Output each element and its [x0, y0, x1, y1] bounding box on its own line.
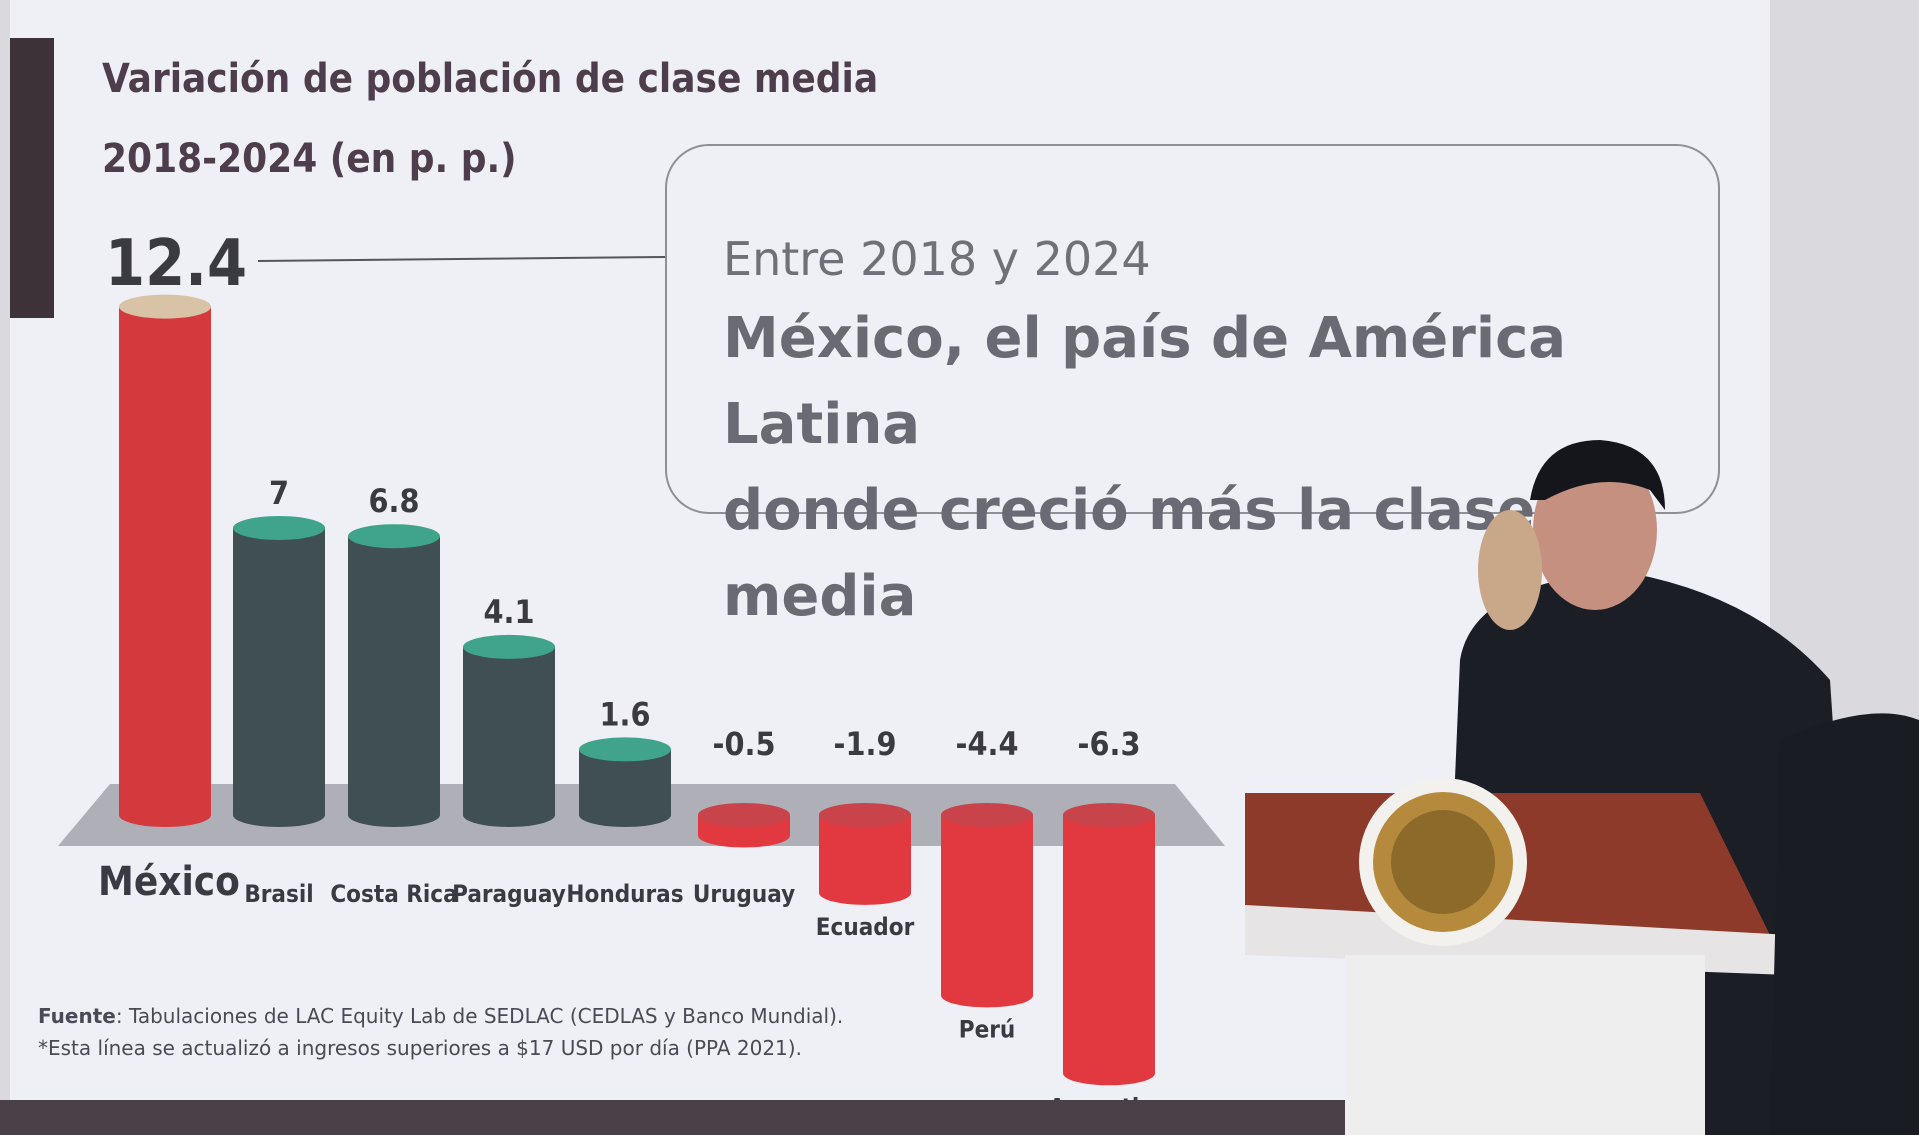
bar-top-cap [119, 294, 211, 319]
callout-line-2: donde creció más la clase media [723, 478, 1536, 629]
category-label: Costa Rica [330, 880, 457, 908]
category-label: Honduras [566, 880, 683, 908]
source-label: Fuente [38, 1004, 116, 1028]
category-label: Uruguay [693, 880, 795, 908]
bar-bottom-cap [579, 803, 671, 827]
leader-line [257, 256, 666, 262]
bar-top-cap [698, 803, 790, 827]
bar-argentina [1063, 815, 1155, 1074]
data-label: -0.5 [713, 725, 776, 763]
callout-subtitle: Entre 2018 y 2024 [723, 232, 1151, 286]
bar-bottom-cap [119, 803, 211, 827]
category-label: Perú [959, 1015, 1016, 1043]
data-label: -1.9 [834, 725, 897, 763]
data-label: 4.1 [484, 593, 535, 631]
bar-paraguay [463, 646, 555, 815]
bar-bottom-cap [348, 803, 440, 827]
chart-subtitle: 2018-2024 (en p. p.) [102, 136, 517, 182]
callout-line-1: México, el país de América Latina [723, 306, 1567, 457]
data-label: 12.4 [105, 227, 247, 301]
bar-bottom-cap [233, 803, 325, 827]
bar-bottom-cap [463, 803, 555, 827]
data-label: -4.4 [956, 725, 1019, 763]
bar-ecuador [819, 815, 911, 893]
bar-méxico [119, 306, 211, 815]
category-label: Brasil [244, 880, 313, 908]
mexico-seal-icon [1359, 778, 1527, 946]
bar-top-cap [579, 737, 671, 762]
bar-bottom-cap [819, 880, 911, 905]
audience-figure [1770, 713, 1919, 1135]
category-label: Ecuador [816, 913, 915, 941]
chart-title: Variación de población de clase media [102, 56, 879, 102]
callout-headline: México, el país de América Latina donde … [723, 296, 1718, 640]
bar-brasil [233, 528, 325, 815]
bar-top-cap [233, 516, 325, 540]
data-label: -6.3 [1078, 725, 1141, 763]
bar-top-cap [819, 803, 911, 827]
slide-accent-bar [10, 38, 54, 318]
bar-top-cap [941, 803, 1033, 827]
data-label: 6.8 [369, 482, 420, 520]
category-label: México [98, 859, 240, 905]
category-label: Paraguay [452, 880, 566, 908]
source-note: Fuente: Tabulaciones de LAC Equity Lab d… [38, 1000, 843, 1064]
footnote: *Esta línea se actualizó a ingresos supe… [38, 1036, 802, 1060]
data-label: 7 [269, 474, 289, 512]
bar-bottom-cap [698, 823, 790, 848]
bar-costa-rica [348, 536, 440, 815]
bar-perú [941, 815, 1033, 996]
bar-top-cap [348, 524, 440, 549]
bar-bottom-cap [1063, 1061, 1155, 1086]
bar-top-cap [1063, 803, 1155, 827]
callout-box: Entre 2018 y 2024 México, el país de Amé… [665, 144, 1720, 629]
bar-top-cap [463, 634, 555, 659]
bar-bottom-cap [941, 983, 1033, 1008]
data-label: 1.6 [600, 695, 651, 733]
source-text: : Tabulaciones de LAC Equity Lab de SEDL… [115, 1004, 844, 1028]
